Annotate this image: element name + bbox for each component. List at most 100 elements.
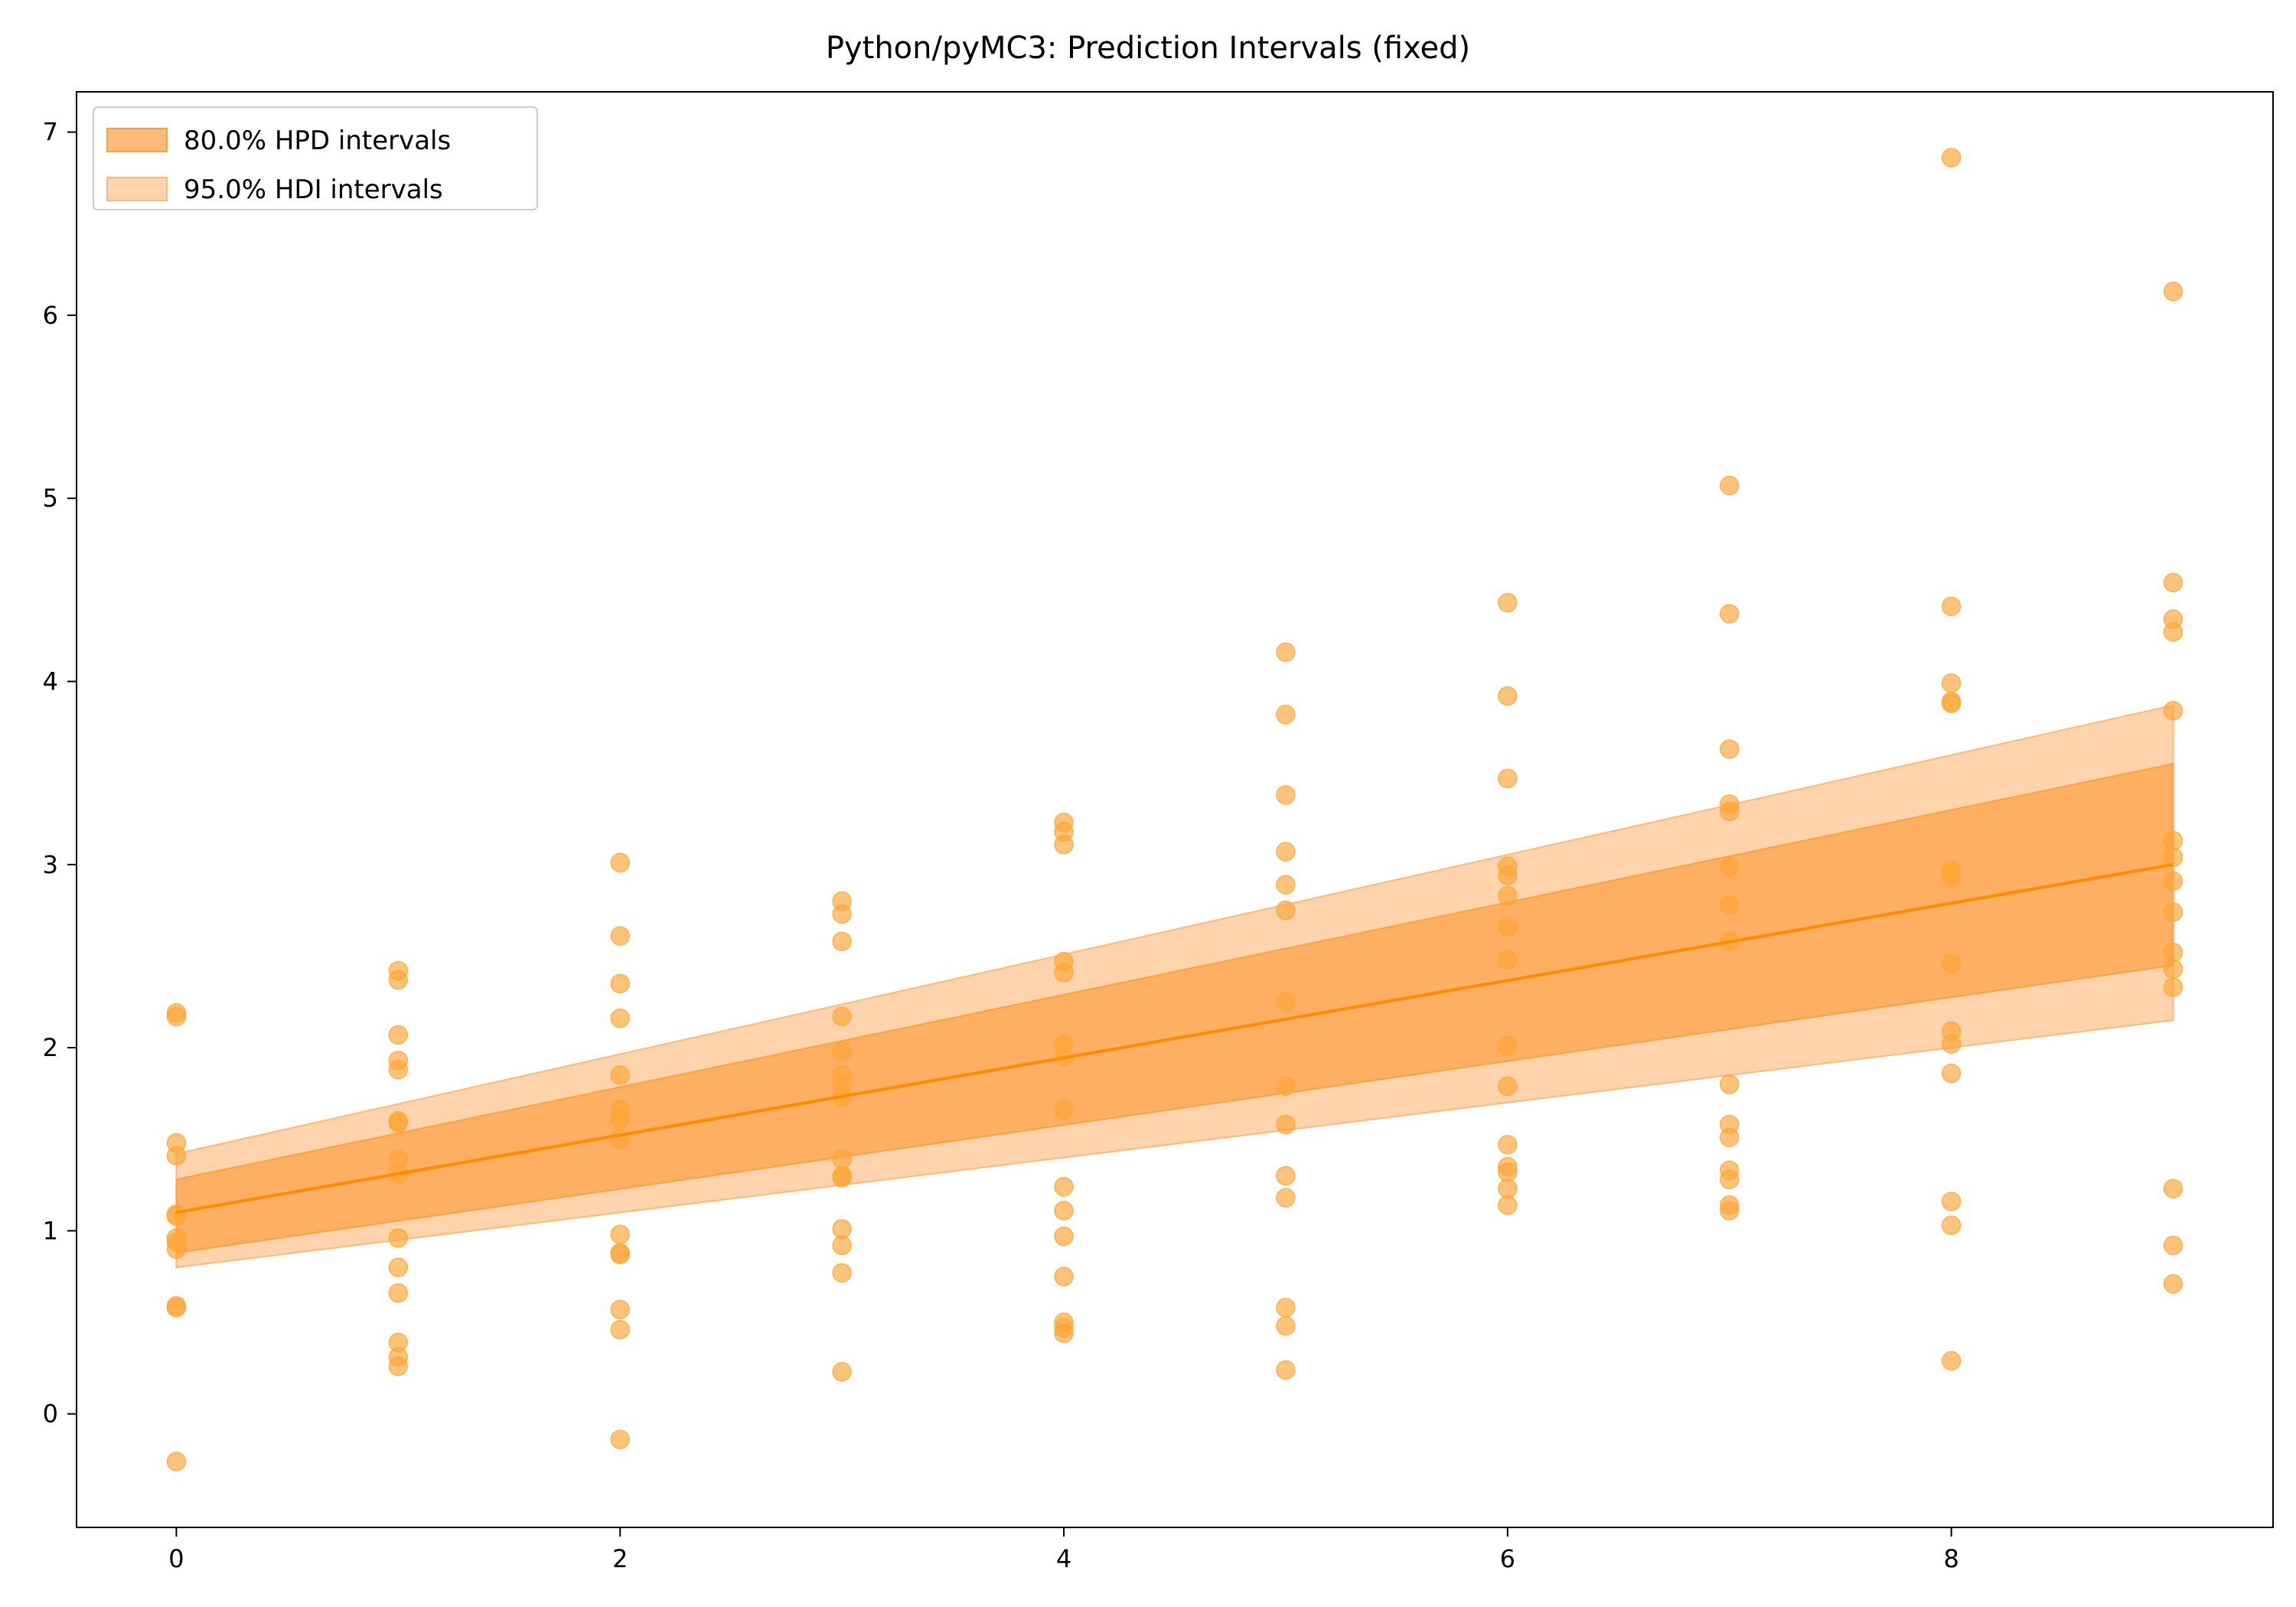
data-point (388, 1228, 409, 1248)
data-point (2163, 282, 2183, 302)
data-point (166, 1298, 187, 1318)
data-point (1276, 1076, 1296, 1097)
data-point (1941, 148, 1962, 168)
data-point (832, 1219, 852, 1239)
data-point (1498, 686, 1518, 706)
data-point (1498, 1162, 1518, 1182)
data-point (1719, 475, 1740, 496)
plot-frame (76, 91, 2274, 1528)
data-point (1719, 1074, 1740, 1094)
data-point (1941, 1063, 1962, 1084)
data-point (2163, 871, 2183, 892)
data-point (1276, 1114, 1296, 1135)
data-point (832, 1149, 852, 1169)
data-points (166, 148, 2183, 1472)
y-tick-label: 4 (43, 667, 58, 696)
data-point (610, 1244, 631, 1265)
x-tick-label: 0 (168, 1544, 184, 1573)
y-axis-ticks: 0 1 2 3 4 5 6 7 (43, 118, 77, 1429)
data-point (166, 1452, 187, 1472)
legend-box (93, 106, 538, 210)
data-point (1498, 768, 1518, 789)
data-point (832, 931, 852, 952)
data-point (1276, 1165, 1296, 1186)
y-tick-label: 6 (43, 301, 58, 330)
x-tick-label: 2 (612, 1544, 628, 1573)
data-point (2163, 1178, 2183, 1199)
legend-swatch-hdi (106, 177, 168, 201)
data-point (1276, 900, 1296, 921)
y-tick-label: 7 (43, 118, 58, 147)
data-point (1276, 842, 1296, 862)
data-point (1719, 801, 1740, 822)
data-point (1276, 1298, 1296, 1318)
y-tick-label: 5 (43, 484, 58, 513)
data-point (1276, 642, 1296, 662)
data-point (610, 1429, 631, 1449)
x-tick-label: 4 (1056, 1544, 1071, 1573)
data-point (1054, 834, 1074, 855)
data-point (1719, 895, 1740, 915)
y-tick-label: 2 (43, 1033, 58, 1062)
data-point (1719, 856, 1740, 876)
data-point (2163, 942, 2183, 963)
data-point (2163, 701, 2183, 721)
data-point (388, 1113, 409, 1133)
chart-title: Python/pyMC3: Prediction Intervals (fixe… (826, 31, 1470, 66)
data-point (1719, 604, 1740, 624)
x-axis-ticks: 0 2 4 6 8 (168, 1527, 1959, 1573)
data-point (1054, 1201, 1074, 1221)
x-tick-label: 8 (1943, 1544, 1958, 1573)
data-point (1498, 917, 1518, 937)
data-point (1941, 596, 1962, 617)
data-point (1719, 1201, 1740, 1221)
data-point (1498, 1178, 1518, 1199)
data-point (388, 1257, 409, 1277)
data-point (1941, 1034, 1962, 1054)
data-point (832, 1361, 852, 1382)
data-point (166, 1006, 187, 1027)
data-point (1276, 704, 1296, 725)
data-point (2163, 830, 2183, 851)
data-point (1054, 1100, 1074, 1120)
legend-swatch-hpd (106, 128, 168, 152)
data-point (610, 1109, 631, 1129)
data-point (1498, 1076, 1518, 1097)
data-point (610, 1319, 631, 1340)
data-point (1276, 1316, 1296, 1336)
y-tick-label: 3 (43, 850, 58, 879)
data-point (1054, 1177, 1074, 1197)
legend-label-hdi: 95.0% HDI intervals (184, 174, 443, 205)
data-point (2163, 977, 2183, 997)
data-point (1941, 1191, 1962, 1211)
data-point (1941, 953, 1962, 973)
legend-label-hpd: 80.0% HPD intervals (184, 125, 451, 156)
data-point (2163, 1274, 2183, 1294)
data-point (610, 1065, 631, 1085)
data-point (166, 1239, 187, 1260)
data-point (388, 1283, 409, 1303)
data-point (832, 1235, 852, 1256)
interval-bands (175, 704, 2174, 1269)
data-point (1054, 1323, 1074, 1344)
data-point (832, 1168, 852, 1188)
data-point (1941, 1215, 1962, 1235)
hpd-interval-band (175, 762, 2174, 1254)
data-point (1276, 992, 1296, 1012)
data-point (1498, 1195, 1518, 1215)
data-point (388, 1025, 409, 1045)
data-point (1054, 963, 1074, 983)
data-point (1276, 875, 1296, 895)
data-point (1276, 785, 1296, 805)
data-point (1276, 1188, 1296, 1208)
data-point (2163, 847, 2183, 867)
data-point (610, 973, 631, 994)
data-point (832, 1006, 852, 1027)
data-point (2163, 1235, 2183, 1256)
data-point (610, 1009, 631, 1028)
legend: 80.0% HPD intervals 95.0% HDI intervals (93, 106, 538, 210)
data-point (1498, 950, 1518, 970)
data-point (388, 970, 409, 990)
x-tick-label: 6 (1500, 1544, 1515, 1573)
